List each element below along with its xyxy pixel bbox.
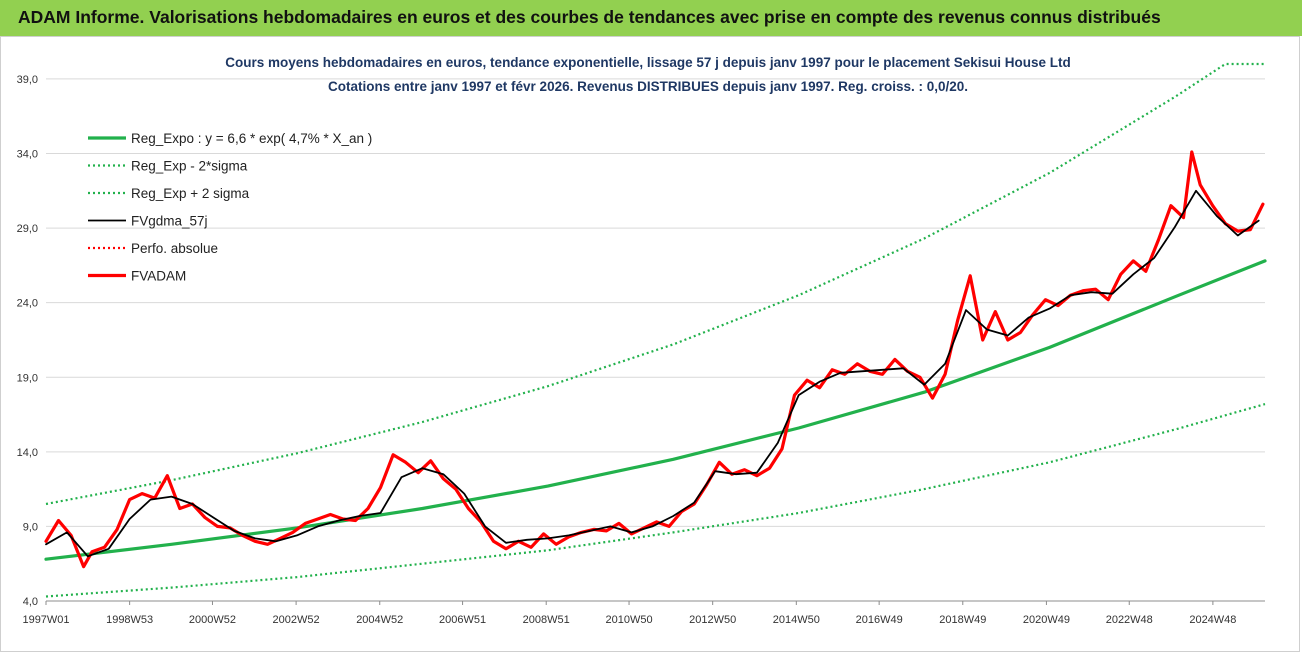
y-tick-label: 34,0 <box>17 149 38 161</box>
x-tick-label: 2016W49 <box>856 614 903 626</box>
x-tick-label: 2020W49 <box>1023 614 1070 626</box>
x-tick-label: 2010W50 <box>605 614 652 626</box>
series-line <box>44 150 1265 569</box>
report-title: ADAM Informe. Valorisations hebdomadaire… <box>18 7 1161 27</box>
x-tick-label: 2002W52 <box>273 614 320 626</box>
y-tick-label: 19,0 <box>17 372 38 384</box>
report-banner <box>0 0 1302 36</box>
x-tick-label: 2000W52 <box>189 614 236 626</box>
x-tick-label: 2008W51 <box>523 614 570 626</box>
x-tick-label: 2004W52 <box>356 614 403 626</box>
series-line <box>45 62 1265 506</box>
chart-title: Cours moyens hebdomadaires en euros, ten… <box>225 55 1071 70</box>
x-tick-label: 2024W48 <box>1189 614 1236 626</box>
legend-label: Perfo. absolue <box>131 241 218 256</box>
chart-subtitle: Cotations entre janv 1997 et févr 2026. … <box>328 79 968 94</box>
legend: Reg_Expo : y = 6,6 * exp( 4,7% * X_an ) R… <box>88 131 372 284</box>
x-tick-label: 1998W53 <box>106 614 153 626</box>
series-line <box>45 403 1266 598</box>
chart-frame <box>0 36 1300 652</box>
y-tick-label: 24,0 <box>17 298 38 310</box>
y-tick-label: 39,0 <box>17 74 38 86</box>
x-tick-label: 2012W50 <box>689 614 736 626</box>
y-tick-label: 9,0 <box>23 521 38 533</box>
x-tick-label: 2018W49 <box>939 614 986 626</box>
legend-label: FVADAM <box>131 269 186 284</box>
legend-label: Reg_Exp - 2*sigma <box>131 159 248 174</box>
x-tick-label: 2006W51 <box>439 614 486 626</box>
x-tick-labels: 1997W01 1998W53 2000W52 2002W52 2004W52 2006W… <box>22 601 1236 626</box>
x-tick-label: 2022W48 <box>1106 614 1153 626</box>
y-tick-label: 29,0 <box>17 223 38 235</box>
y-tick-label: 14,0 <box>17 447 38 459</box>
series-line <box>45 189 1260 558</box>
y-axis: 4,0 9,0 14,0 19,0 24,0 29,0 34,0 39,0 <box>17 74 38 608</box>
gridlines <box>46 78 1265 527</box>
legend-label: Reg_Expo : y = 6,6 * exp( 4,7% * X_an ) <box>131 131 372 146</box>
x-tick-label: 1997W01 <box>22 614 69 626</box>
series-line <box>44 259 1267 561</box>
legend-label: FVgdma_57j <box>131 214 208 229</box>
series-lines <box>44 62 1267 598</box>
y-tick-label: 4,0 <box>23 596 38 608</box>
x-tick-label: 2014W50 <box>773 614 820 626</box>
legend-label: Reg_Exp + 2 sigma <box>131 186 250 201</box>
